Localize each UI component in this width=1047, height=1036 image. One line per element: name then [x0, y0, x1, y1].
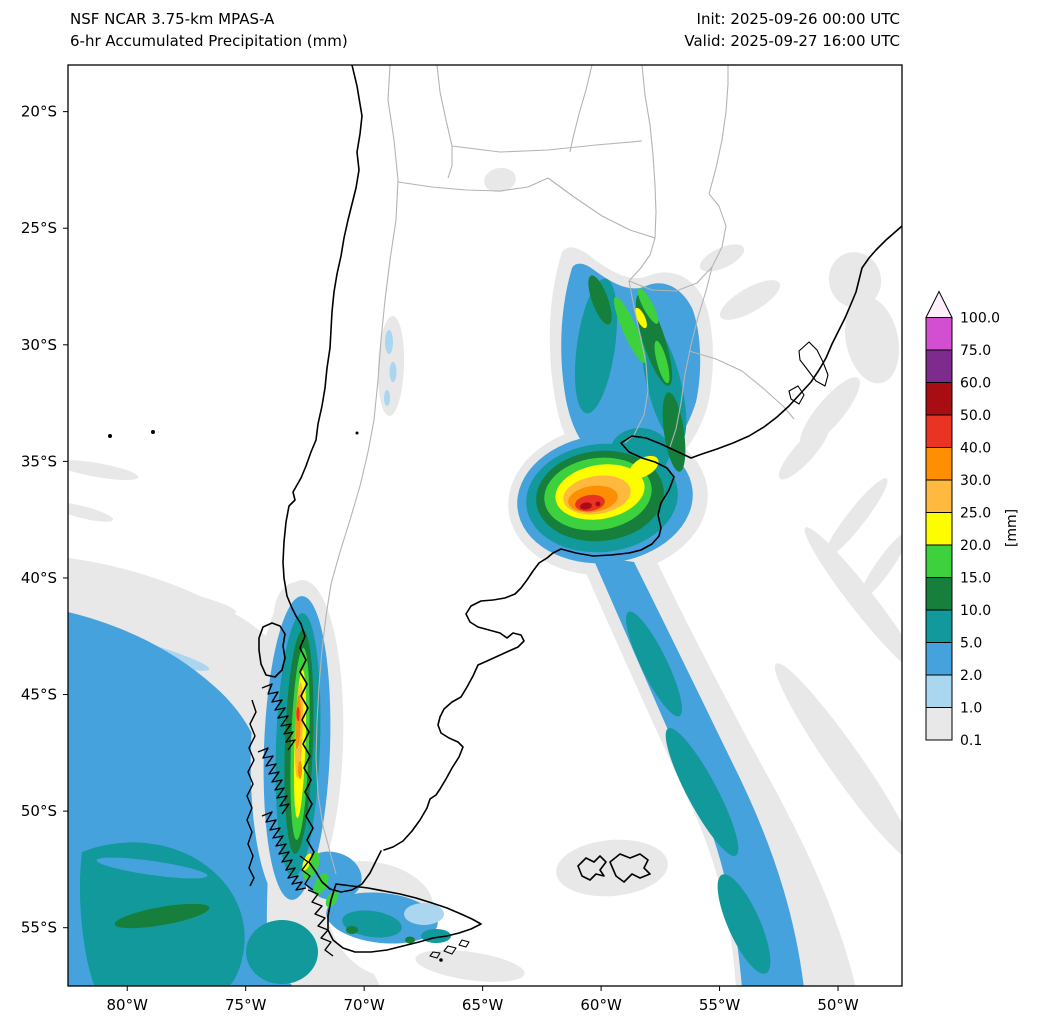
- coastline-west-falkland: [577, 855, 607, 881]
- x-tick-label: 55°W: [699, 996, 741, 1014]
- channels-scribble: [299, 855, 314, 891]
- precipitation-field: [68, 167, 902, 986]
- colorbar-segment: [925, 382, 953, 416]
- x-tick-label: 70°W: [343, 996, 385, 1014]
- coastline-east-falkland: [609, 853, 651, 883]
- border-chile-argentina: [315, 65, 399, 875]
- fjords-scribble-3: [261, 811, 307, 891]
- colorbar-tick-label: 0.1: [960, 733, 982, 749]
- figure-title-line2: 6-hr Accumulated Precipitation (mm): [70, 32, 348, 50]
- border-argentina-bolivia: [397, 177, 549, 192]
- y-tick-label: 40°S: [21, 569, 57, 587]
- colorbar-tick-label: 50.0: [960, 408, 991, 424]
- colorbar-segment: [925, 447, 953, 481]
- coastal-islet-dot: [355, 431, 359, 435]
- x-tick-label: 60°W: [580, 996, 622, 1014]
- border-paraguay-river-south: [628, 237, 656, 282]
- coastline-pacific: [282, 65, 382, 893]
- colorbar-over-arrow: [925, 290, 953, 318]
- parana-river: [624, 280, 649, 444]
- fjords-outer-islands: [246, 699, 257, 887]
- plot-frame: [67, 64, 903, 987]
- y-tick-label: 55°S: [21, 919, 57, 937]
- y-axis: 20°S 25°S 30°S 35°S 40°S 45°S 50°S 55°S: [21, 103, 68, 937]
- colorbar-tick-label: 1.0: [960, 701, 982, 717]
- colorbar-units-label: [mm]: [1004, 509, 1020, 547]
- border-uruguay-river: [669, 266, 713, 448]
- pacific-island-dot-1: [108, 434, 112, 438]
- colorbar-tick-label: 40.0: [960, 441, 991, 457]
- border-bolivia-west: [436, 65, 453, 179]
- coastlines: [108, 65, 902, 962]
- map-area: [68, 65, 902, 986]
- y-tick-label: 20°S: [21, 103, 57, 121]
- border-paraguay-brazil-ne: [708, 65, 729, 195]
- lagoa-mirim: [788, 385, 805, 405]
- country-borders: [315, 65, 795, 875]
- valid-time-label: Valid: 2025-09-27 16:00 UTC: [684, 32, 900, 50]
- precip-brazil-coast-streaks: [699, 244, 902, 600]
- colorbar-tick-label: 25.0: [960, 506, 991, 522]
- fjords-scribble-2: [257, 747, 290, 815]
- fjords-scribble-1: [261, 683, 296, 751]
- x-tick-label: 65°W: [462, 996, 504, 1014]
- precip-argentina-storm: [508, 247, 902, 986]
- x-tick-label: 80°W: [107, 996, 149, 1014]
- lagoa-dos-patos: [798, 341, 829, 387]
- colorbar-segment: [925, 349, 953, 383]
- border-paraguay-river-north: [641, 65, 657, 239]
- colorbar-tick-label: 2.0: [960, 668, 982, 684]
- border-bolivia-brazil: [569, 65, 593, 153]
- colorbar-segment: [925, 512, 953, 546]
- colorbar-segment: [925, 674, 953, 708]
- colorbar-segment: [925, 414, 953, 448]
- coastline-atlantic: [383, 225, 902, 851]
- colorbar-tick-label: 15.0: [960, 571, 991, 587]
- coastline-tierra-del-fuego: [327, 883, 482, 953]
- y-tick-label: 25°S: [21, 219, 57, 237]
- colorbar-tick-label: 100.0: [960, 311, 1000, 327]
- colorbar-segment: [925, 544, 953, 578]
- x-axis: 80°W 75°W 70°W 65°W 60°W 55°W 50°W: [107, 986, 859, 1014]
- colorbar-tick-label: 60.0: [960, 376, 991, 392]
- colorbar: 0.1 1.0 2.0 5.0 10.0 15.0 20.0 25.0 30.0 40.0 50.0…: [925, 290, 1000, 749]
- init-time-label: Init: 2025-09-26 00:00 UTC: [697, 10, 900, 28]
- colorbar-tick-label: 30.0: [960, 473, 991, 489]
- colorbar-tick-label: 5.0: [960, 636, 982, 652]
- y-tick-label: 50°S: [21, 802, 57, 820]
- colorbar-tick-label: 10.0: [960, 603, 991, 619]
- figure-title-line1: NSF NCAR 3.75-km MPAS-A: [70, 10, 275, 28]
- colorbar-segment: [925, 317, 953, 351]
- border-pilcomayo: [547, 177, 656, 239]
- precip-andes-foothill-specks: [377, 167, 516, 416]
- y-tick-label: 30°S: [21, 336, 57, 354]
- colorbar-segment: [925, 577, 953, 611]
- fuegian-islet-2: [458, 939, 470, 948]
- fuegian-islet-1: [443, 945, 457, 955]
- colorbar-tick-label: 20.0: [960, 538, 991, 554]
- pacific-island-dot-2: [151, 430, 155, 434]
- coastline-chiloe-island: [258, 622, 286, 678]
- y-tick-label: 45°S: [21, 686, 57, 704]
- y-tick-label: 35°S: [21, 452, 57, 470]
- fuegian-islet-3: [429, 951, 441, 959]
- colorbar-segment: [925, 479, 953, 513]
- colorbar-segment: [925, 707, 953, 741]
- colorbar-segment: [925, 642, 953, 676]
- x-tick-label: 75°W: [225, 996, 267, 1014]
- cape-horn-islet: [439, 958, 443, 962]
- x-tick-label: 50°W: [817, 996, 859, 1014]
- colorbar-tick-label: 75.0: [960, 343, 991, 359]
- colorbar-segment: [925, 609, 953, 643]
- magellan-scribble: [307, 889, 334, 957]
- border-bolivia-paraguay: [451, 140, 643, 153]
